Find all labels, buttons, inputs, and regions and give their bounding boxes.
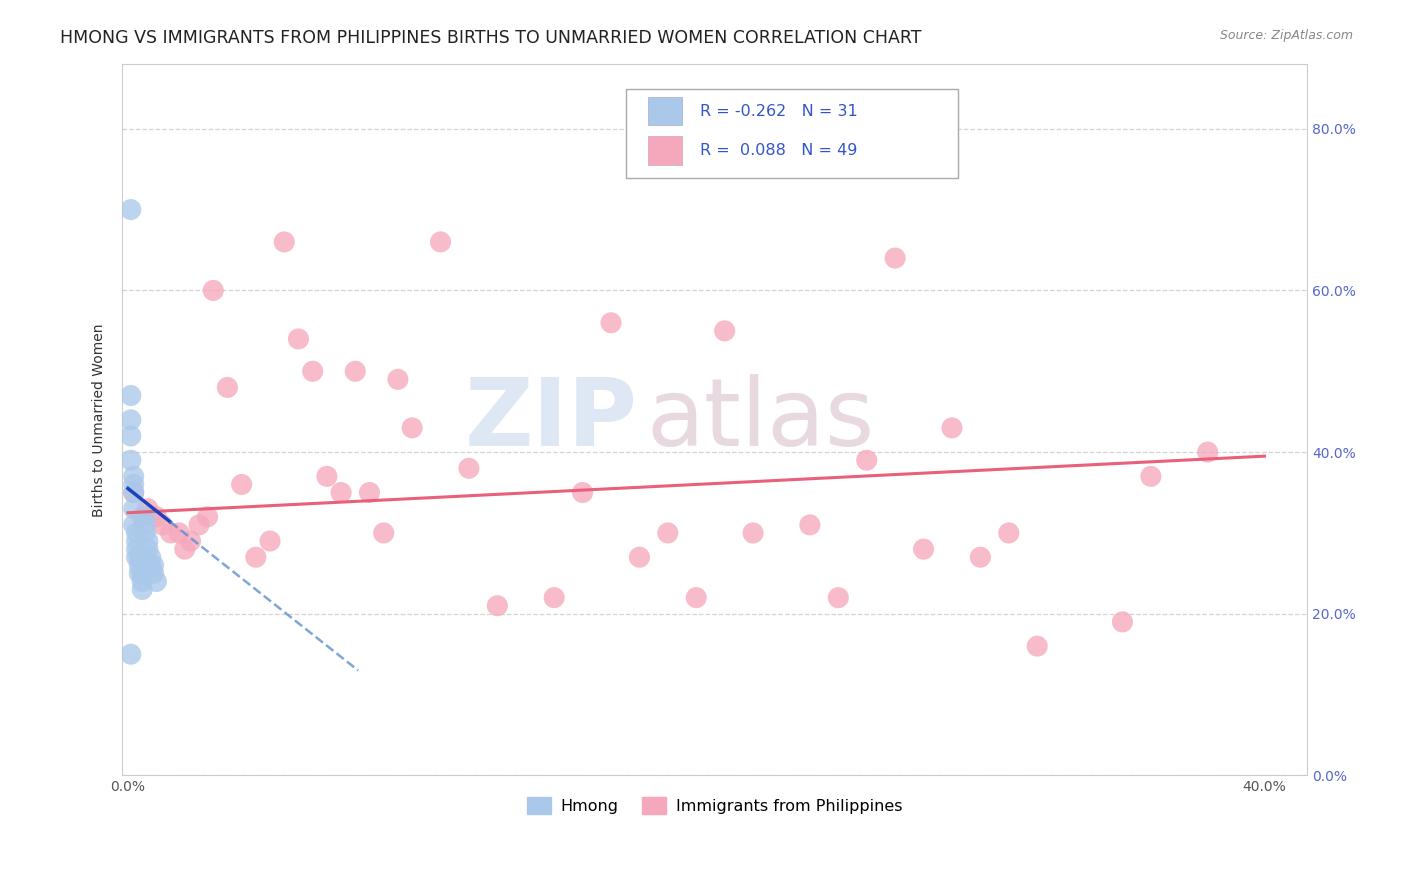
Point	[122, 485, 145, 500]
Point	[120, 647, 142, 661]
Point	[122, 469, 145, 483]
Point	[202, 284, 225, 298]
Point	[628, 550, 651, 565]
Point	[884, 251, 907, 265]
Point	[359, 485, 381, 500]
Point	[231, 477, 253, 491]
Bar	[648, 136, 682, 164]
Text: R = -0.262   N = 31: R = -0.262 N = 31	[700, 103, 858, 119]
Text: atlas: atlas	[645, 374, 875, 466]
Point	[179, 534, 201, 549]
Point	[131, 509, 153, 524]
Point	[799, 517, 821, 532]
Point	[969, 550, 991, 565]
Point	[315, 469, 337, 483]
Y-axis label: Births to Unmarried Women: Births to Unmarried Women	[93, 323, 107, 516]
Point	[344, 364, 367, 378]
Point	[273, 235, 295, 249]
Point	[401, 421, 423, 435]
Text: Source: ZipAtlas.com: Source: ZipAtlas.com	[1219, 29, 1353, 42]
Point	[245, 550, 267, 565]
Point	[742, 525, 765, 540]
Point	[429, 235, 451, 249]
Point	[217, 380, 239, 394]
Point	[1197, 445, 1219, 459]
Bar	[648, 97, 682, 125]
Point	[301, 364, 323, 378]
Point	[941, 421, 963, 435]
Point	[120, 202, 142, 217]
Point	[150, 517, 173, 532]
Point	[145, 574, 167, 589]
Point	[373, 525, 395, 540]
Point	[120, 388, 142, 402]
Point	[543, 591, 565, 605]
Point	[125, 542, 148, 557]
Point	[134, 525, 156, 540]
Point	[1026, 639, 1049, 653]
Point	[167, 525, 190, 540]
Point	[136, 542, 159, 557]
Point	[142, 558, 165, 573]
Point	[125, 534, 148, 549]
Point	[855, 453, 877, 467]
Point	[571, 485, 593, 500]
Point	[197, 509, 219, 524]
Point	[259, 534, 281, 549]
Point	[458, 461, 481, 475]
Point	[486, 599, 509, 613]
Point	[131, 566, 153, 581]
Point	[128, 566, 150, 581]
Point	[134, 517, 156, 532]
Point	[1140, 469, 1163, 483]
Point	[912, 542, 935, 557]
Point	[657, 525, 679, 540]
Point	[139, 550, 162, 565]
FancyBboxPatch shape	[626, 89, 957, 178]
Point	[145, 509, 167, 524]
Point	[134, 509, 156, 524]
Legend: Hmong, Immigrants from Philippines: Hmong, Immigrants from Philippines	[520, 790, 908, 821]
Point	[1111, 615, 1133, 629]
Point	[120, 429, 142, 443]
Point	[136, 534, 159, 549]
Point	[131, 574, 153, 589]
Point	[128, 558, 150, 573]
Point	[125, 525, 148, 540]
Point	[287, 332, 309, 346]
Point	[142, 566, 165, 581]
Point	[136, 501, 159, 516]
Point	[131, 582, 153, 597]
Point	[713, 324, 735, 338]
Point	[122, 517, 145, 532]
Point	[128, 550, 150, 565]
Point	[173, 542, 195, 557]
Point	[827, 591, 849, 605]
Point	[120, 413, 142, 427]
Point	[122, 485, 145, 500]
Point	[122, 501, 145, 516]
Point	[685, 591, 707, 605]
Text: R =  0.088   N = 49: R = 0.088 N = 49	[700, 143, 858, 158]
Point	[330, 485, 353, 500]
Point	[139, 558, 162, 573]
Point	[159, 525, 181, 540]
Point	[600, 316, 623, 330]
Point	[387, 372, 409, 386]
Point	[125, 550, 148, 565]
Point	[997, 525, 1019, 540]
Point	[188, 517, 211, 532]
Point	[122, 477, 145, 491]
Text: ZIP: ZIP	[465, 374, 638, 466]
Point	[120, 453, 142, 467]
Text: HMONG VS IMMIGRANTS FROM PHILIPPINES BIRTHS TO UNMARRIED WOMEN CORRELATION CHART: HMONG VS IMMIGRANTS FROM PHILIPPINES BIR…	[60, 29, 922, 46]
